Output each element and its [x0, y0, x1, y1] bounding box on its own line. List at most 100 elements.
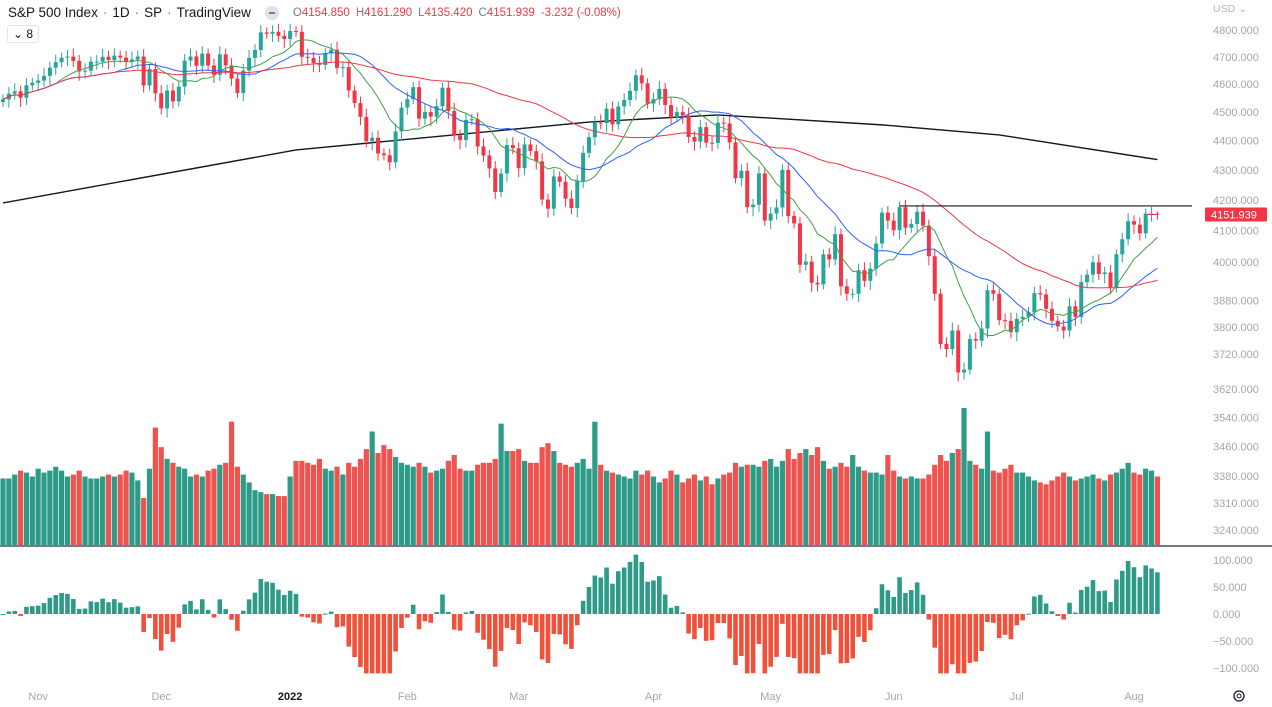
volume-bar	[633, 470, 639, 545]
candle-body	[592, 122, 597, 138]
volume-bar	[146, 468, 153, 545]
volume-bar	[990, 470, 996, 545]
oscillator-bar	[1026, 613, 1031, 615]
oscillator-bar	[1119, 570, 1125, 614]
oscillator-bar	[47, 597, 53, 614]
candle-body	[258, 32, 263, 51]
oscillator-bar	[961, 614, 967, 674]
time-label: May	[760, 691, 781, 703]
volume-bar	[369, 431, 375, 545]
candle-body	[358, 103, 363, 117]
oscillator-bar	[240, 610, 246, 614]
candle-body	[282, 35, 287, 40]
volume-bar	[246, 482, 252, 545]
oscillator-layer	[0, 554, 1160, 674]
volume-bar	[867, 472, 873, 545]
oscillator-bar	[440, 594, 445, 614]
oscillator-bar	[920, 594, 926, 614]
currency-selector[interactable]: USD ⌄	[1213, 3, 1247, 15]
oscillator-bar	[545, 614, 551, 663]
volume-bar	[105, 474, 112, 545]
oscillator-bar	[1131, 567, 1137, 614]
oscillator-bar	[346, 614, 352, 647]
candle-body	[885, 212, 890, 221]
volume-bar	[973, 464, 979, 545]
volume-bar	[59, 470, 65, 545]
volume-bar	[287, 476, 293, 545]
oscillator-bar	[926, 614, 932, 620]
last-price-label: 4151.939	[1211, 209, 1257, 221]
oscillator-bar	[533, 614, 539, 632]
oscillator-bar	[598, 577, 604, 614]
hide-legend-icon[interactable]	[264, 5, 279, 20]
indicators-count: 8	[26, 27, 34, 41]
oscillator-bar	[53, 595, 59, 614]
oscillator-bar	[727, 614, 732, 639]
oscillator-bar	[135, 606, 141, 614]
volume-bar	[234, 466, 240, 545]
candle-body	[809, 261, 814, 283]
settings-gear-icon[interactable]	[1233, 690, 1245, 702]
oscillator-bar	[381, 614, 387, 674]
oscillator-bar	[592, 575, 598, 614]
volume-bar	[1148, 470, 1155, 545]
candle-body	[991, 290, 996, 294]
candle-body	[83, 70, 88, 72]
candle-body	[504, 145, 509, 174]
candle-body	[165, 90, 170, 109]
candle-body	[463, 120, 468, 141]
oscillator-bar	[170, 614, 176, 642]
volume-bar	[598, 464, 604, 545]
candle-body	[1073, 306, 1078, 317]
candle-body	[335, 49, 340, 68]
volume-bar	[949, 453, 955, 545]
symbol-name[interactable]: S&P 500 Index	[8, 5, 98, 20]
volume-bar	[1049, 480, 1055, 545]
candle-body	[768, 213, 773, 221]
oscillator-bar	[416, 614, 422, 630]
candle-body	[1085, 274, 1090, 283]
oscillator-bar	[393, 614, 398, 652]
volume-bar	[984, 431, 991, 545]
indicators-toggle-button[interactable]: ⌄ 8	[7, 25, 40, 43]
oscillator-bar	[867, 614, 873, 631]
candle-body	[557, 176, 562, 182]
volume-bar	[463, 470, 469, 545]
candle-body	[540, 161, 545, 200]
candle-body	[997, 293, 1002, 321]
candle-body	[153, 69, 158, 94]
volume-bar	[123, 470, 129, 545]
oscillator-bar	[703, 614, 709, 641]
volume-bar	[381, 445, 387, 545]
oscillator-bar	[410, 604, 416, 614]
ohlc-close: C4151.939	[478, 6, 535, 19]
volume-bar	[738, 466, 744, 545]
volume-bar	[791, 458, 797, 545]
candle-body	[575, 180, 580, 209]
data-source: TradingView	[176, 5, 251, 20]
interval[interactable]: 1D	[112, 5, 130, 20]
price-tick-label: 3620.000	[1213, 384, 1259, 396]
oscillator-bar	[176, 614, 182, 628]
oscillator-bar	[422, 614, 428, 622]
candle-body	[288, 31, 293, 40]
oscillator-bar	[1002, 614, 1008, 635]
candle-body	[30, 82, 35, 86]
volume-bar	[979, 468, 985, 545]
volume-bar	[404, 464, 410, 545]
volume-bar	[264, 494, 270, 545]
oscillator-bar	[721, 614, 727, 624]
volume-bar	[914, 478, 920, 545]
oscillator-bar	[469, 610, 475, 614]
oscillator-bar	[117, 602, 123, 614]
candle-body	[112, 55, 117, 61]
price-tick-label: 4100.000	[1213, 226, 1259, 238]
candle-body	[346, 67, 351, 91]
oscillator-bar	[551, 614, 557, 634]
candle-body	[844, 286, 849, 294]
price-tick-label: 4200.000	[1213, 195, 1259, 207]
candle-body	[370, 137, 375, 142]
candle-body	[604, 108, 609, 124]
price-tick-label: 4300.000	[1213, 165, 1259, 177]
